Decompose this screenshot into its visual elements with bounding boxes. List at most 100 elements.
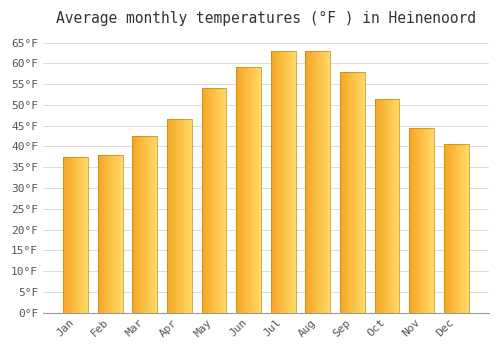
Bar bbox=[118, 155, 119, 313]
Bar bbox=[238, 68, 240, 313]
Bar bbox=[65, 157, 66, 313]
Bar bbox=[462, 144, 463, 313]
Bar bbox=[453, 144, 454, 313]
Bar bbox=[101, 155, 102, 313]
Bar bbox=[427, 128, 428, 313]
Bar bbox=[306, 51, 307, 313]
Bar bbox=[149, 136, 150, 313]
Bar bbox=[387, 99, 388, 313]
Bar bbox=[395, 99, 396, 313]
Bar bbox=[155, 136, 156, 313]
Bar bbox=[102, 155, 103, 313]
Bar bbox=[222, 88, 223, 313]
Bar bbox=[245, 68, 246, 313]
Bar bbox=[103, 155, 104, 313]
Bar bbox=[136, 136, 137, 313]
Bar bbox=[353, 72, 354, 313]
Bar bbox=[243, 68, 244, 313]
Bar bbox=[206, 88, 207, 313]
Bar bbox=[421, 128, 422, 313]
Bar bbox=[413, 128, 414, 313]
Bar bbox=[219, 88, 220, 313]
Bar bbox=[342, 72, 343, 313]
Bar bbox=[386, 99, 387, 313]
Bar bbox=[247, 68, 248, 313]
Bar bbox=[146, 136, 148, 313]
Bar bbox=[251, 68, 252, 313]
Bar bbox=[283, 51, 284, 313]
Bar bbox=[113, 155, 114, 313]
Bar bbox=[187, 119, 188, 313]
Bar bbox=[218, 88, 219, 313]
Bar bbox=[348, 72, 350, 313]
Bar bbox=[169, 119, 170, 313]
Bar bbox=[317, 51, 318, 313]
Bar bbox=[145, 136, 146, 313]
Bar bbox=[319, 51, 320, 313]
Bar bbox=[455, 144, 456, 313]
Bar bbox=[134, 136, 135, 313]
Bar bbox=[180, 119, 182, 313]
Bar bbox=[451, 144, 452, 313]
Bar bbox=[382, 99, 384, 313]
Bar bbox=[86, 157, 87, 313]
Bar bbox=[140, 136, 141, 313]
Bar bbox=[461, 144, 462, 313]
Bar bbox=[69, 157, 70, 313]
Bar bbox=[466, 144, 467, 313]
Bar bbox=[450, 144, 451, 313]
Bar bbox=[350, 72, 351, 313]
Bar bbox=[80, 157, 82, 313]
Bar bbox=[212, 88, 213, 313]
Bar bbox=[76, 157, 77, 313]
Bar bbox=[167, 119, 168, 313]
Bar bbox=[422, 128, 423, 313]
Bar bbox=[456, 144, 457, 313]
Bar bbox=[236, 68, 261, 313]
Bar bbox=[256, 68, 258, 313]
Bar bbox=[121, 155, 122, 313]
Bar bbox=[178, 119, 179, 313]
Bar bbox=[79, 157, 80, 313]
Bar bbox=[464, 144, 465, 313]
Bar bbox=[73, 157, 74, 313]
Bar bbox=[424, 128, 426, 313]
Bar bbox=[241, 68, 242, 313]
Bar bbox=[393, 99, 394, 313]
Bar bbox=[377, 99, 378, 313]
Bar bbox=[109, 155, 110, 313]
Bar bbox=[357, 72, 358, 313]
Bar bbox=[410, 128, 411, 313]
Bar bbox=[426, 128, 427, 313]
Bar bbox=[274, 51, 275, 313]
Bar bbox=[318, 51, 319, 313]
Bar bbox=[106, 155, 107, 313]
Bar bbox=[135, 136, 136, 313]
Bar bbox=[170, 119, 172, 313]
Bar bbox=[277, 51, 278, 313]
Bar bbox=[444, 144, 468, 313]
Bar bbox=[411, 128, 412, 313]
Bar bbox=[463, 144, 464, 313]
Bar bbox=[208, 88, 209, 313]
Bar bbox=[326, 51, 327, 313]
Bar bbox=[287, 51, 288, 313]
Bar bbox=[221, 88, 222, 313]
Bar bbox=[254, 68, 255, 313]
Bar bbox=[329, 51, 330, 313]
Bar bbox=[63, 157, 88, 313]
Bar bbox=[152, 136, 153, 313]
Bar bbox=[452, 144, 453, 313]
Bar bbox=[414, 128, 416, 313]
Bar bbox=[374, 99, 375, 313]
Bar bbox=[74, 157, 75, 313]
Bar bbox=[344, 72, 345, 313]
Bar bbox=[389, 99, 390, 313]
Bar bbox=[289, 51, 290, 313]
Bar bbox=[312, 51, 313, 313]
Bar bbox=[211, 88, 212, 313]
Bar bbox=[68, 157, 69, 313]
Bar bbox=[202, 88, 203, 313]
Bar bbox=[448, 144, 450, 313]
Bar bbox=[321, 51, 322, 313]
